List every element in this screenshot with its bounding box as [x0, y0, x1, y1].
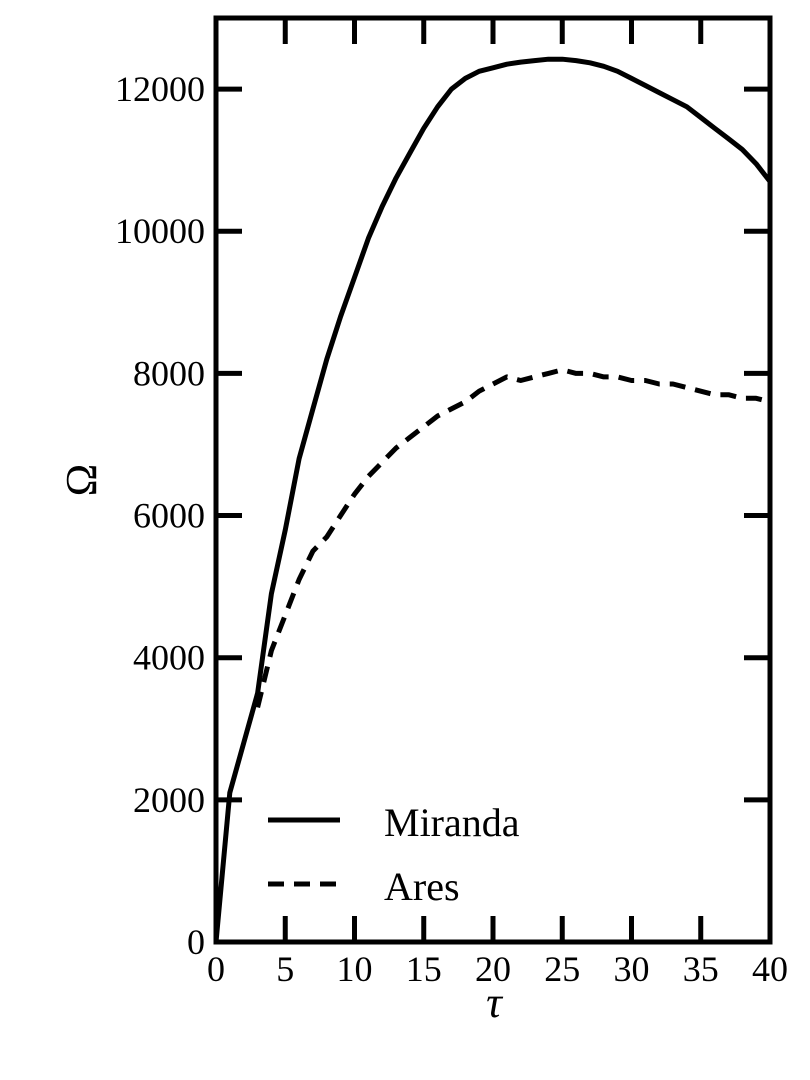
x-tick-label: 40 [752, 949, 788, 989]
x-tick-label: 30 [614, 949, 650, 989]
x-tick-label: 20 [475, 949, 511, 989]
y-tick-label: 12000 [115, 69, 205, 109]
y-tick-label: 4000 [133, 638, 205, 678]
series-layer [213, 56, 772, 943]
y-tick-label: 2000 [133, 780, 205, 820]
series-line-ares [255, 367, 771, 708]
ticks-layer: 0 5 10 15 20 25 30 35 40 0 2000 4000 6000 8000 10000 12… [115, 18, 788, 989]
x-tick-label: 5 [276, 949, 294, 989]
y-tick-label: 8000 [133, 353, 205, 393]
x-tick-label: 35 [683, 949, 719, 989]
y-axis-label: Ω [57, 464, 106, 497]
x-tick-label: 0 [207, 949, 225, 989]
legend: Miranda Ares [268, 800, 520, 909]
series-line-miranda [213, 56, 772, 943]
x-tick-label: 15 [406, 949, 442, 989]
legend-label-miranda: Miranda [384, 800, 520, 845]
y-tick-label: 6000 [133, 496, 205, 536]
y-tick-label: 10000 [115, 211, 205, 251]
x-axis-label: τ [486, 978, 504, 1027]
x-tick-label: 10 [337, 949, 373, 989]
y-tick-label: 0 [187, 922, 205, 962]
x-tick-label: 25 [544, 949, 580, 989]
legend-label-ares: Ares [384, 864, 460, 909]
